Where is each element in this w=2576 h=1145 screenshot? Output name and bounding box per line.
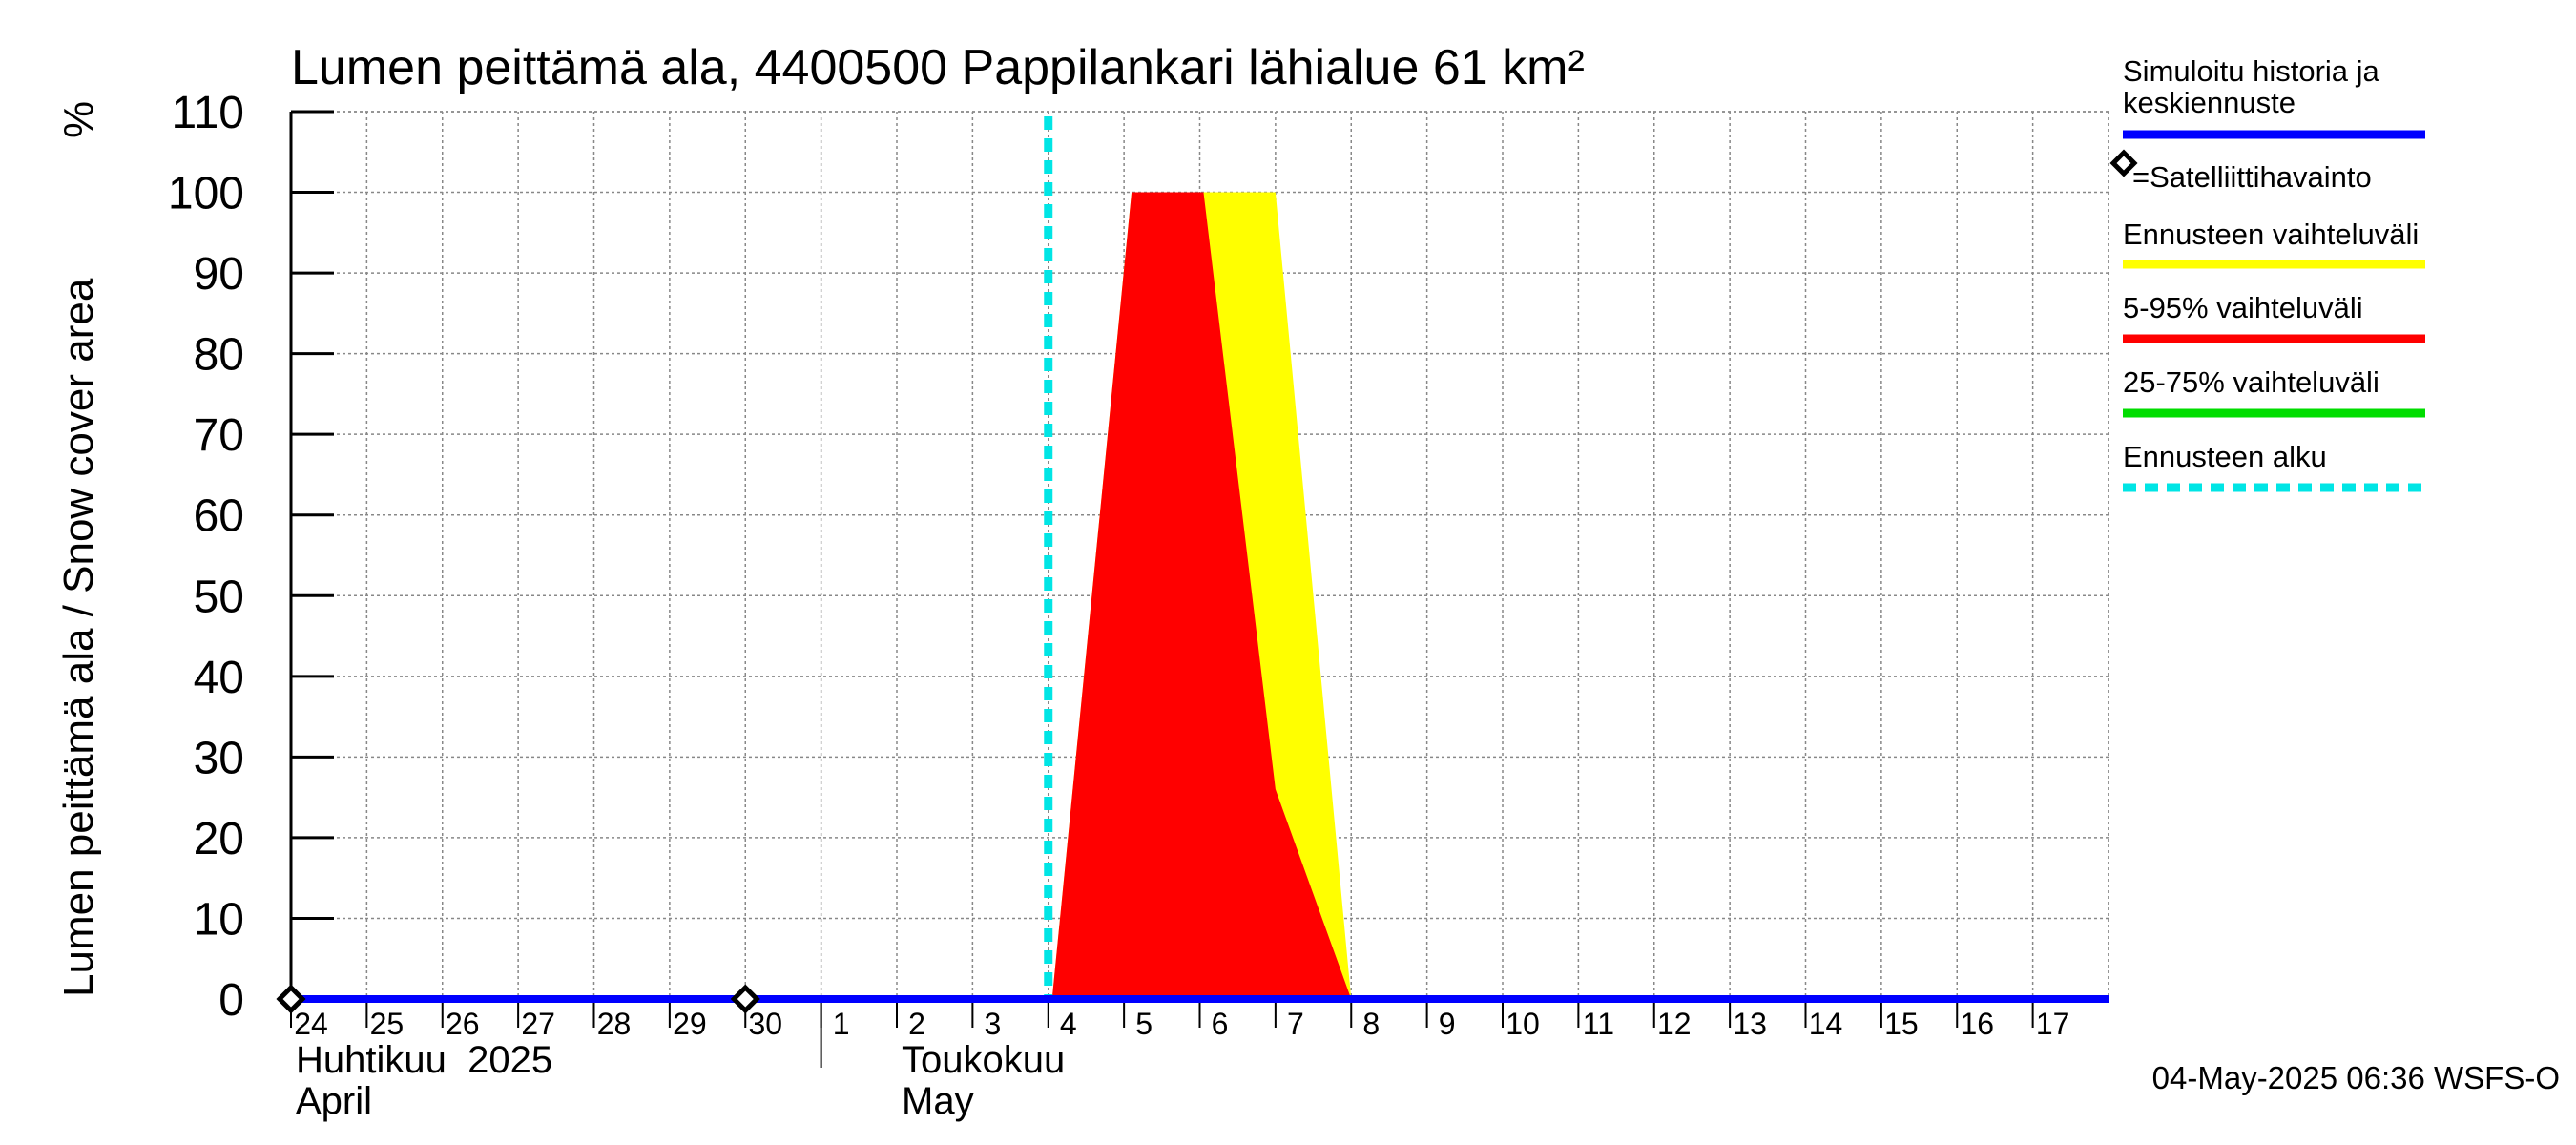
y-tick-label: 30 <box>194 733 244 783</box>
range-fills <box>291 192 2109 999</box>
y-tick-label: 70 <box>194 410 244 461</box>
x-tick-label: 30 <box>748 1007 782 1041</box>
series-lines <box>276 116 2109 1014</box>
x-tick-label: 10 <box>1506 1007 1540 1041</box>
y-tick-label: 40 <box>194 653 244 703</box>
month-label: Huhtikuu 2025 <box>296 1039 552 1081</box>
legend-label-history: Simuloitu historia ja <box>2123 54 2380 88</box>
x-tick-label: 7 <box>1287 1007 1304 1041</box>
x-tick-label: 17 <box>2036 1007 2070 1041</box>
legend-label-forecast-range: Ennusteen vaihteluväli <box>2123 218 2419 251</box>
month-label-en: May <box>902 1080 974 1122</box>
legend-label-p5-95: 5-95% vaihteluväli <box>2123 291 2363 324</box>
x-tick-label: 1 <box>833 1007 850 1041</box>
x-tick-label: 16 <box>1960 1007 1994 1041</box>
legend-label-satellite: =Satelliittihavainto <box>2132 160 2372 194</box>
y-tick-label: 20 <box>194 814 244 864</box>
x-tick-label: 29 <box>673 1007 707 1041</box>
x-tick-label: 4 <box>1060 1007 1077 1041</box>
y-tick-label: 110 <box>171 88 244 138</box>
footer-timestamp: 04-May-2025 06:36 WSFS-O <box>2152 1060 2560 1095</box>
legend-label-p25-75: 25-75% vaihteluväli <box>2123 365 2379 399</box>
month-label: Toukokuu <box>902 1039 1065 1081</box>
x-tick-label: 2 <box>908 1007 925 1041</box>
chart-title: Lumen peittämä ala, 4400500 Pappilankari… <box>291 40 1585 95</box>
x-tick-label: 8 <box>1362 1007 1380 1041</box>
x-tick-label: 11 <box>1583 1007 1614 1041</box>
x-tick-label: 27 <box>521 1007 555 1041</box>
y-tick-label: 10 <box>194 894 244 945</box>
x-tick-label: 12 <box>1657 1007 1692 1041</box>
p5-95-range-area <box>291 192 2109 999</box>
y-tick-label: 80 <box>194 330 244 381</box>
y-tick-label: 60 <box>194 491 244 542</box>
x-tick-label: 3 <box>984 1007 1001 1041</box>
x-tick-label: 14 <box>1809 1007 1843 1041</box>
x-tick-label: 25 <box>370 1007 405 1041</box>
y-tick-label: 100 <box>168 169 244 219</box>
y-tick-label: 50 <box>194 572 244 622</box>
month-label-en: April <box>296 1080 372 1122</box>
x-tick-label: 5 <box>1135 1007 1153 1041</box>
x-tick-label: 24 <box>294 1007 328 1041</box>
legend-diamond-icon <box>2109 149 2138 177</box>
y-tick-label: 90 <box>194 249 244 300</box>
x-tick-label: 13 <box>1733 1007 1767 1041</box>
x-tick-label: 28 <box>597 1007 632 1041</box>
legend-label-history-2: keskiennuste <box>2123 86 2296 119</box>
y-tick-label: 0 <box>218 975 244 1026</box>
x-tick-label: 9 <box>1439 1007 1456 1041</box>
y-axis-label: Lumen peittämä ala / Snow cover area <box>55 278 102 997</box>
x-tick-label: 6 <box>1212 1007 1229 1041</box>
x-tick-label: 15 <box>1884 1007 1919 1041</box>
x-tick-label: 26 <box>446 1007 480 1041</box>
y-axis-unit: % <box>55 101 102 138</box>
satellite-observation-point <box>276 984 306 1014</box>
legend-label-forecast-start: Ennusteen alku <box>2123 440 2327 473</box>
satellite-observation-point <box>730 984 760 1014</box>
